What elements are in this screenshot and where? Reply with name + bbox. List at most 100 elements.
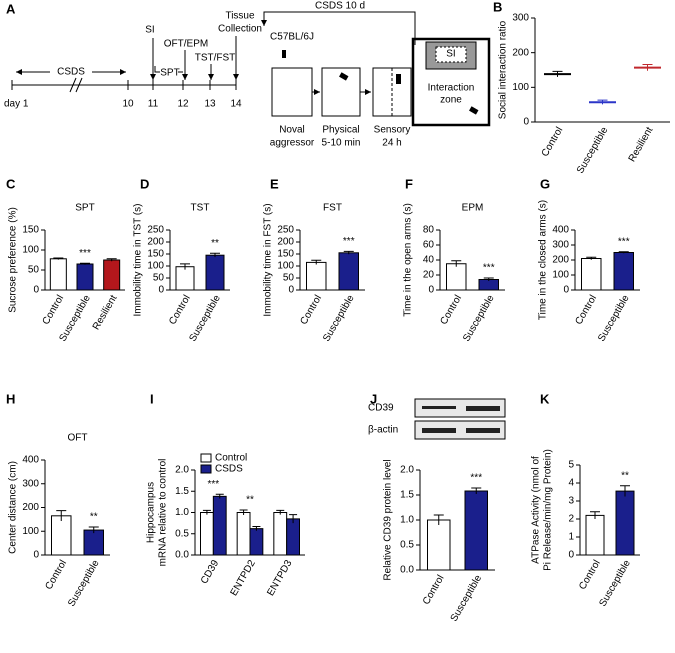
chart-title: TST (191, 203, 210, 214)
y-tick-label: 150 (147, 249, 164, 260)
y-tick-label: 0 (33, 285, 39, 296)
break (69, 77, 83, 93)
spt-label: SPT (160, 68, 179, 79)
x-tick-label: Susceptible (449, 573, 485, 624)
bar (464, 490, 488, 571)
day-label: 12 (177, 99, 189, 110)
y-tick-label: 250 (147, 225, 164, 236)
x-tick-label: Susceptible (575, 125, 611, 176)
x-tick-label: Control (577, 558, 603, 591)
error-bar (471, 487, 482, 494)
bar (306, 261, 327, 291)
error-bar (252, 526, 261, 531)
y-tick-label: 2.0 (400, 465, 414, 476)
si-cage (435, 46, 467, 63)
significance: *** (618, 236, 630, 247)
bar (581, 258, 602, 291)
chart-title: OFT (68, 433, 88, 444)
significance: ** (621, 470, 629, 481)
significance: *** (207, 479, 219, 490)
y-axis-label: Hippocampus (146, 482, 157, 543)
bar (212, 495, 227, 556)
panel-g: G Time in the closed arms (s) 0 100 200 300 40… (538, 176, 640, 344)
y-axis-label: Pi Release/min/mg Protein) (543, 449, 554, 571)
y-tick-label: 1.5 (175, 486, 189, 497)
blot (414, 420, 506, 440)
protocol-title: CSDS 10 d (315, 1, 365, 12)
step-label: aggressor (270, 138, 315, 149)
y-axis-label: ATPase Activity (nmol of (531, 456, 542, 564)
y-tick-label: 0 (563, 285, 569, 296)
x-tick-label: Control (540, 125, 566, 158)
tissue-label: Tissue (225, 11, 255, 22)
mouse-icon (396, 74, 401, 84)
panel-h: H OFT Center distance (cm) 0 100 200 300 400 Con… (6, 391, 110, 609)
y-tick-label: 1.0 (400, 515, 414, 526)
blot (414, 398, 506, 418)
error-bar (215, 493, 224, 499)
y-axis-label: mRNA relative to control (158, 459, 169, 567)
y-tick-label: 200 (147, 237, 164, 248)
bar (338, 252, 359, 291)
bar (427, 519, 451, 571)
y-tick-label: 50 (283, 273, 295, 284)
error-bar (106, 258, 117, 262)
panel-label: H (6, 391, 15, 406)
mouse-icon (282, 50, 286, 58)
y-tick-label: 0.5 (400, 540, 414, 551)
blot-band (422, 406, 456, 409)
si-arena (411, 37, 491, 127)
y-tick-label: 0 (428, 285, 434, 296)
significance: ** (246, 495, 254, 506)
y-tick-label: 60 (423, 240, 435, 251)
y-tick-label: 100 (147, 261, 164, 272)
y-tick-label: 100 (22, 526, 39, 537)
error-bar (239, 509, 248, 516)
chart-title: EPM (462, 203, 484, 214)
day-label: 11 (148, 99, 159, 110)
panel-label: C (6, 176, 16, 191)
y-axis-label: Immobility time in TST (s) (133, 204, 144, 317)
error-bar (202, 509, 211, 515)
error-bar (590, 511, 600, 519)
tst-fst-label: TST/FST (195, 53, 236, 64)
significance: *** (483, 263, 495, 274)
y-tick-label: 5 (568, 460, 574, 471)
x-tick-label: Control (41, 293, 67, 326)
blot-label: β-actin (368, 425, 398, 436)
oft-epm-label: OFT/EPM (164, 39, 208, 50)
panel-label: J (370, 391, 377, 406)
error-bar (80, 262, 90, 265)
y-tick-label: 400 (22, 455, 39, 466)
tissue-label: Collection (218, 24, 262, 35)
error-bar (210, 252, 220, 258)
y-tick-label: 100 (552, 270, 569, 281)
mouse-icon (339, 72, 349, 81)
bar (615, 490, 635, 556)
bar (200, 512, 214, 556)
blot-label: CD39 (368, 403, 394, 414)
x-tick-label: Susceptible (66, 558, 102, 609)
legend-label: Control (215, 453, 247, 464)
y-tick-label: 4 (568, 478, 574, 489)
bar (478, 279, 499, 291)
y-tick-label: 80 (423, 225, 435, 236)
bar (49, 258, 67, 291)
bar (51, 515, 72, 556)
blot-band (422, 428, 456, 433)
y-tick-label: 100 (512, 82, 529, 93)
y-tick-label: 50 (28, 265, 40, 276)
bar (273, 512, 288, 556)
bar (249, 528, 264, 556)
error-bar (88, 526, 99, 534)
bar (446, 263, 467, 291)
bar (613, 252, 634, 291)
y-tick-label: 2 (568, 514, 574, 525)
x-tick-label: ENTPD3 (265, 558, 294, 598)
panel-label: E (270, 176, 279, 191)
y-axis-label: Relative CD39 protein level (383, 459, 394, 580)
x-tick-label: Susceptible (461, 293, 497, 344)
error-bar (642, 63, 653, 71)
